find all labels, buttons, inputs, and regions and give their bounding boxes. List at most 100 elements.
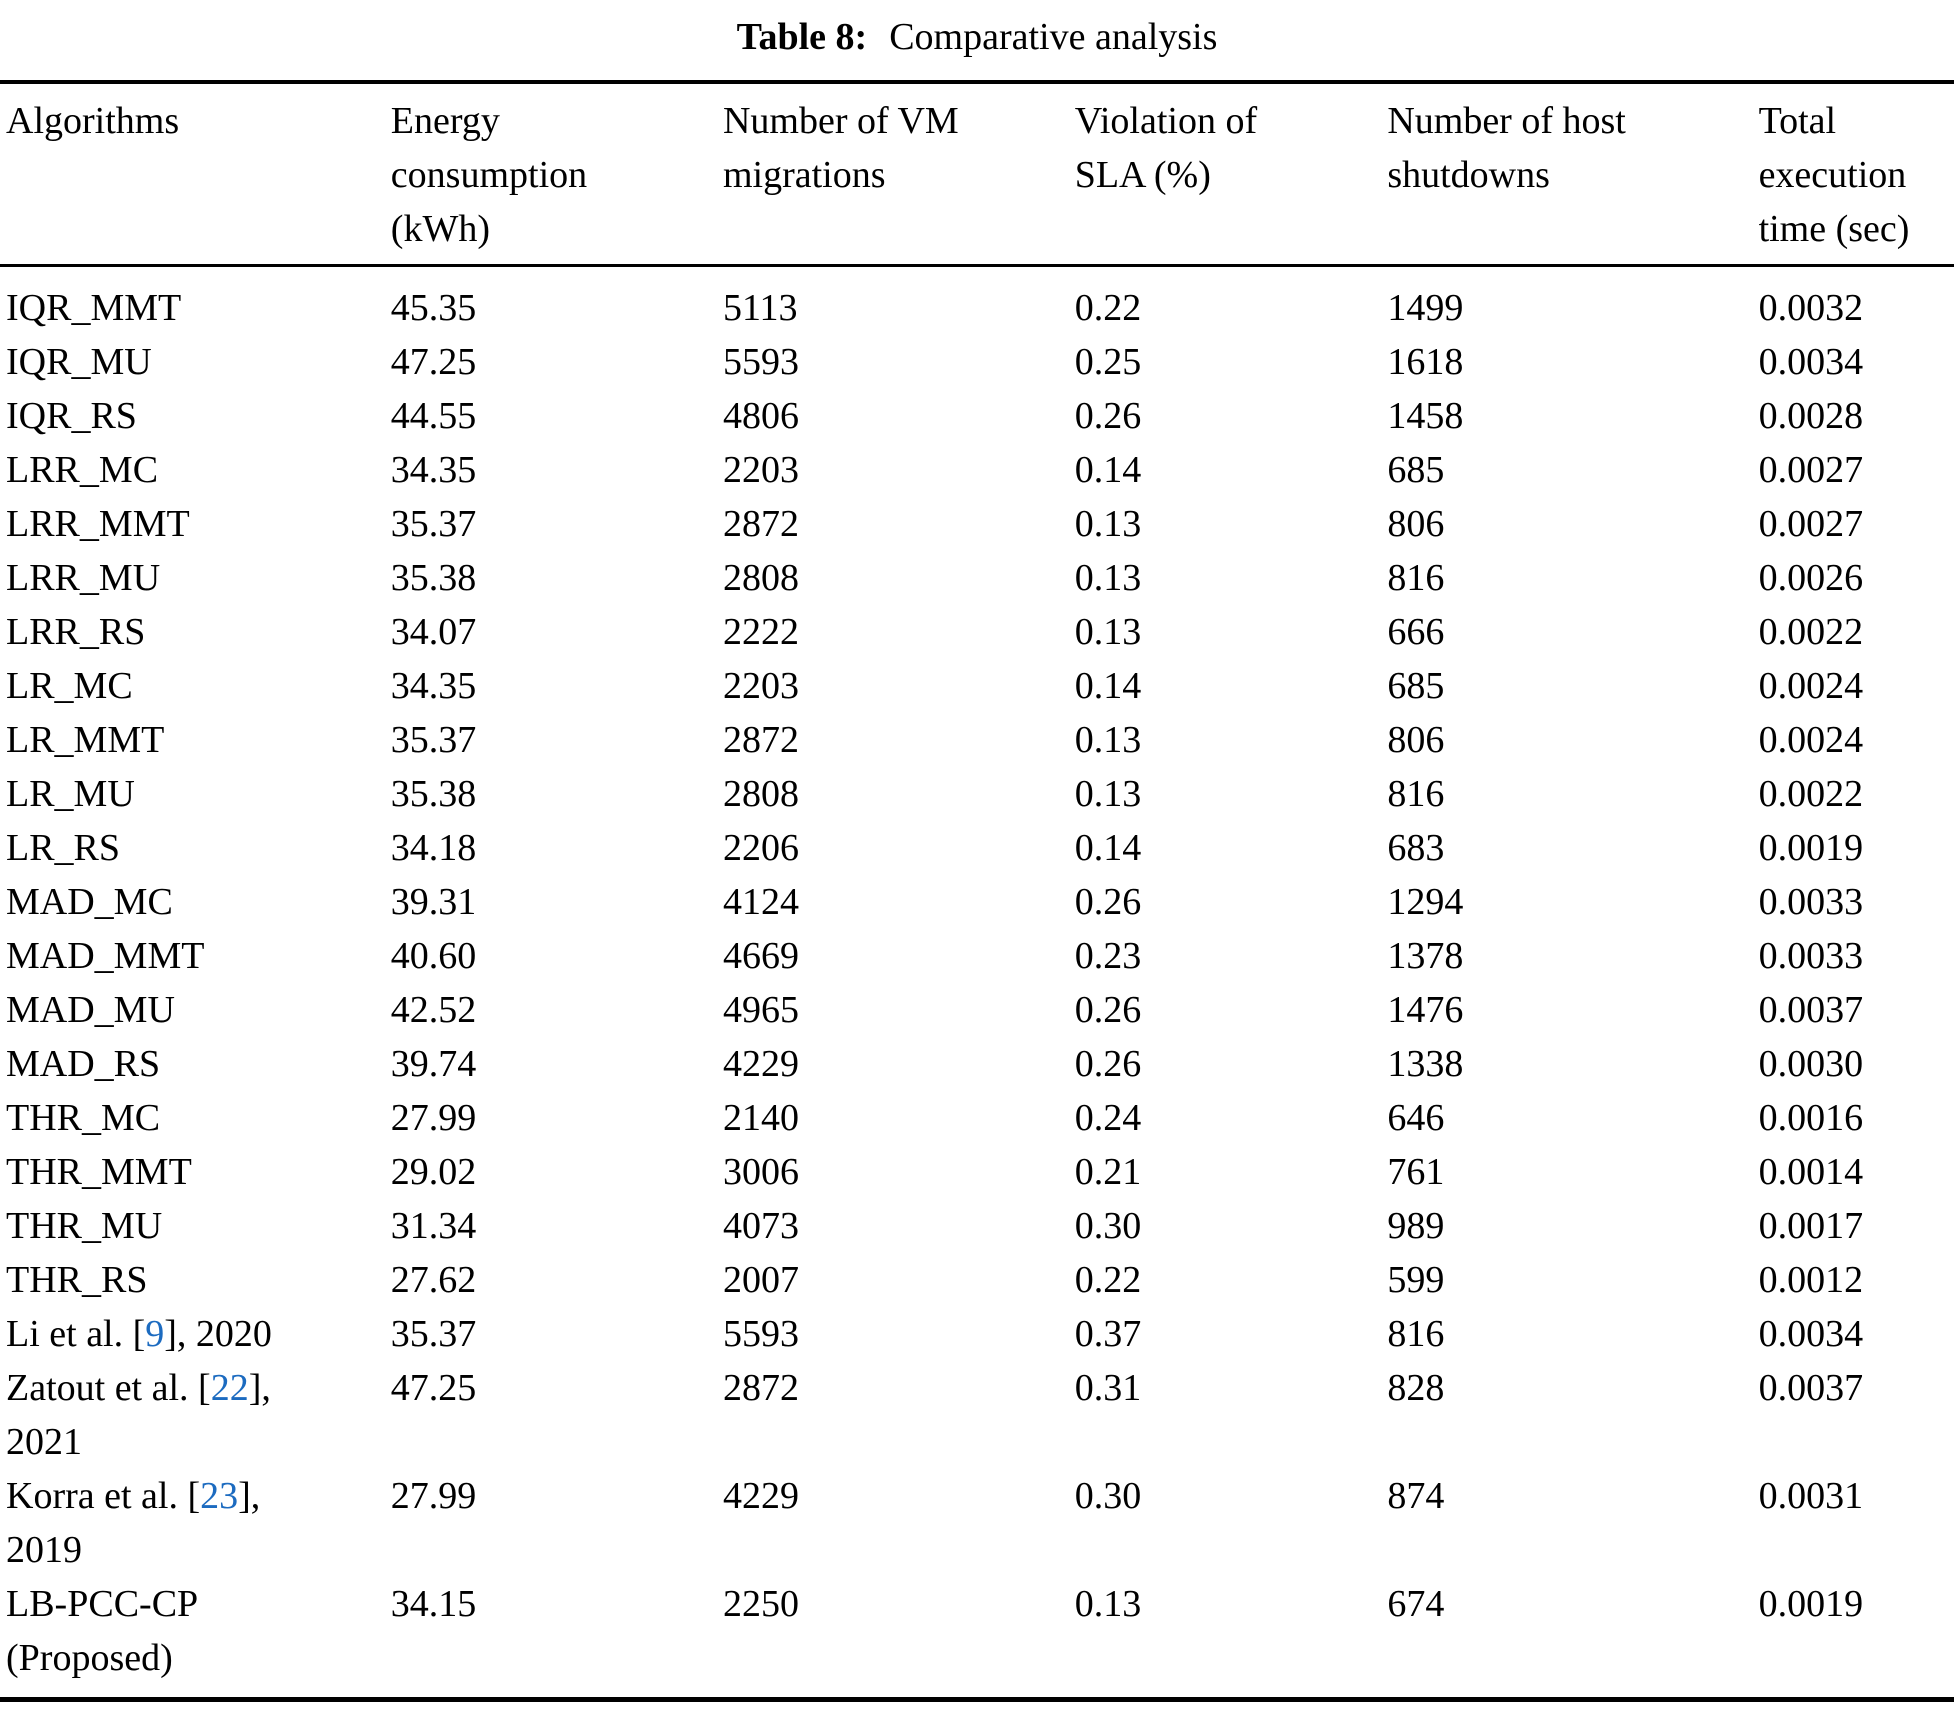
migrations-value: 2203	[722, 449, 799, 491]
shutdowns-value: 599	[1387, 1259, 1445, 1301]
shutdowns-value: 666	[1387, 611, 1445, 653]
algorithm-cell: LB-PCC-CP (Proposed)	[0, 1577, 391, 1700]
migrations-value: 4669	[722, 935, 799, 977]
algorithm-cell: THR_MMT	[0, 1145, 391, 1199]
shutdowns-value: 685	[1387, 665, 1445, 707]
table-row: Zatout et al. [22], 2021 47.25 2872 0.31 828…	[0, 1361, 1954, 1469]
algorithm-cell: LRR_RS	[0, 605, 391, 659]
migrations-value: 4073	[722, 1205, 799, 1247]
algorithm-cell: LRR_MC	[0, 443, 391, 497]
migrations-value: 5593	[722, 341, 799, 383]
table-caption-text: Comparative analysis	[889, 16, 1218, 58]
table-row: IQR_MU 47.25 5593 0.25 1618 0.0034	[0, 335, 1954, 389]
algorithm-name: LRR_MC	[6, 449, 159, 491]
algorithm-cell: IQR_RS	[0, 389, 391, 443]
execution-time-value: 0.0027	[1758, 503, 1864, 545]
table-header: Algorithms Energy consumption (kWh) Numb…	[0, 82, 1954, 267]
table-row: LR_MC 34.35 2203 0.14 685 0.0024	[0, 659, 1954, 713]
migrations-value: 4229	[722, 1475, 799, 1517]
shutdowns-value: 816	[1387, 557, 1445, 599]
algorithm-name-suffix: ], 2019	[6, 1475, 261, 1571]
sla-violation-value: 0.24	[1074, 1097, 1142, 1139]
algorithm-name: THR_RS	[6, 1259, 148, 1301]
shutdowns-value: 685	[1387, 449, 1445, 491]
sla-violation-value: 0.14	[1074, 827, 1142, 869]
shutdowns-value: 816	[1387, 773, 1445, 815]
energy-value: 42.52	[390, 989, 477, 1031]
shutdowns-value: 1294	[1387, 881, 1464, 923]
table-row: LR_MU 35.38 2808 0.13 816 0.0022	[0, 767, 1954, 821]
algorithm-cell: LR_MMT	[0, 713, 391, 767]
migrations-value: 2206	[722, 827, 799, 869]
sla-violation-value: 0.30	[1074, 1475, 1142, 1517]
column-header-host-shutdowns: Number of host shutdowns	[1387, 82, 1759, 267]
algorithm-cell: Korra et al. [23], 2019	[0, 1469, 391, 1577]
algorithm-cell: IQR_MU	[0, 335, 391, 389]
sla-violation-value: 0.13	[1074, 719, 1142, 761]
algorithm-name: LB-PCC-CP (Proposed)	[6, 1583, 199, 1679]
migrations-value: 3006	[722, 1151, 799, 1193]
table-caption: Table 8: Comparative analysis	[0, 10, 1954, 64]
algorithm-name: LR_MC	[6, 665, 133, 707]
algorithm-name: MAD_MU	[6, 989, 175, 1031]
shutdowns-value: 1499	[1387, 287, 1464, 329]
algorithm-cell: THR_RS	[0, 1253, 391, 1307]
sla-violation-value: 0.21	[1074, 1151, 1142, 1193]
algorithm-name-suffix: ], 2021	[6, 1367, 271, 1463]
sla-violation-value: 0.30	[1074, 1205, 1142, 1247]
execution-time-value: 0.0027	[1758, 449, 1864, 491]
sla-violation-value: 0.14	[1074, 449, 1142, 491]
algorithm-name: Li et al. [	[6, 1313, 146, 1355]
execution-time-value: 0.0034	[1758, 341, 1864, 383]
sla-violation-value: 0.22	[1074, 1259, 1142, 1301]
algorithm-cell: MAD_MU	[0, 983, 391, 1037]
migrations-value: 2203	[722, 665, 799, 707]
energy-value: 47.25	[390, 1367, 477, 1409]
sla-violation-value: 0.23	[1074, 935, 1142, 977]
algorithm-cell: MAD_MC	[0, 875, 391, 929]
energy-value: 40.60	[390, 935, 477, 977]
algorithm-cell: Li et al. [9], 2020	[0, 1307, 391, 1361]
shutdowns-value: 674	[1387, 1583, 1445, 1625]
execution-time-value: 0.0012	[1758, 1259, 1864, 1301]
algorithm-cell: THR_MC	[0, 1091, 391, 1145]
migrations-value: 4965	[722, 989, 799, 1031]
shutdowns-value: 806	[1387, 719, 1445, 761]
energy-value: 35.37	[390, 503, 477, 545]
citation-link[interactable]: 22	[210, 1367, 249, 1409]
citation-link[interactable]: 23	[200, 1475, 239, 1517]
shutdowns-value: 816	[1387, 1313, 1445, 1355]
energy-value: 29.02	[390, 1151, 477, 1193]
algorithm-cell: LR_RS	[0, 821, 391, 875]
algorithm-name: IQR_MMT	[6, 287, 182, 329]
execution-time-value: 0.0033	[1758, 935, 1864, 977]
energy-value: 34.18	[390, 827, 477, 869]
sla-violation-value: 0.31	[1074, 1367, 1142, 1409]
algorithm-cell: LR_MC	[0, 659, 391, 713]
sla-violation-value: 0.26	[1074, 395, 1142, 437]
execution-time-value: 0.0031	[1758, 1475, 1864, 1517]
sla-violation-value: 0.14	[1074, 665, 1142, 707]
algorithm-cell: LRR_MMT	[0, 497, 391, 551]
table-row: LRR_MU 35.38 2808 0.13 816 0.0026	[0, 551, 1954, 605]
table-row: LRR_RS 34.07 2222 0.13 666 0.0022	[0, 605, 1954, 659]
table-row: LR_MMT 35.37 2872 0.13 806 0.0024	[0, 713, 1954, 767]
energy-value: 27.62	[390, 1259, 477, 1301]
shutdowns-value: 874	[1387, 1475, 1445, 1517]
column-header-energy-consumption: Energy consumption (kWh)	[390, 82, 723, 267]
migrations-value: 4229	[722, 1043, 799, 1085]
execution-time-value: 0.0037	[1758, 1367, 1864, 1409]
shutdowns-value: 683	[1387, 827, 1445, 869]
table-row: THR_MC 27.99 2140 0.24 646 0.0016	[0, 1091, 1954, 1145]
shutdowns-value: 1618	[1387, 341, 1464, 383]
sla-violation-value: 0.25	[1074, 341, 1142, 383]
sla-violation-value: 0.26	[1074, 1043, 1142, 1085]
shutdowns-value: 1378	[1387, 935, 1464, 977]
citation-link[interactable]: 9	[145, 1313, 165, 1355]
migrations-value: 2250	[722, 1583, 799, 1625]
table-row: THR_MU 31.34 4073 0.30 989 0.0017	[0, 1199, 1954, 1253]
table-row: Li et al. [9], 2020 35.37 5593 0.37 816 0.003…	[0, 1307, 1954, 1361]
algorithm-name: LR_MU	[6, 773, 135, 815]
table-row: LB-PCC-CP (Proposed) 34.15 2250 0.13 674 0.00…	[0, 1577, 1954, 1700]
shutdowns-value: 828	[1387, 1367, 1445, 1409]
